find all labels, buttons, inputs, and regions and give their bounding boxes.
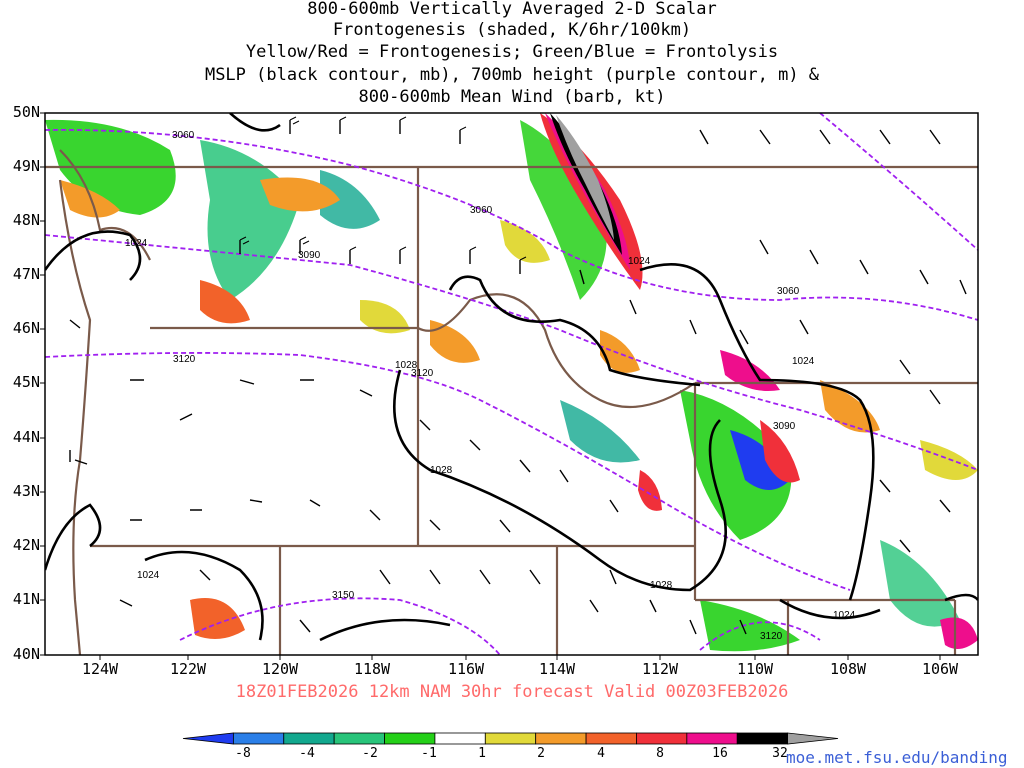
- height-label: 3060: [470, 205, 493, 216]
- colorbar-swatch: [232, 732, 285, 745]
- plot-frame: [44, 112, 979, 656]
- colorbar-label: -1: [421, 746, 437, 761]
- lat-label: 41N: [12, 590, 40, 608]
- lon-label: 112W: [641, 660, 679, 678]
- height-label: 3150: [332, 590, 355, 601]
- lon-label: 114W: [538, 660, 576, 678]
- lon-label: 124W: [81, 660, 119, 678]
- height-label: 3120: [760, 631, 783, 642]
- mslp-label: 1024: [792, 356, 815, 367]
- lat-label: 49N: [12, 157, 40, 175]
- lat-label: 42N: [12, 536, 40, 554]
- height-label: 3060: [172, 130, 195, 141]
- mslp-label: 1024: [628, 256, 651, 267]
- colorbar-label: 16: [712, 746, 728, 761]
- colorbar-label: 2: [537, 746, 545, 761]
- colorbar-swatch: [535, 732, 587, 745]
- mslp-contours: [45, 113, 978, 642]
- colorbar-swatch: [182, 732, 234, 745]
- shading-layer: [45, 113, 978, 652]
- height-label: 3090: [773, 421, 796, 432]
- colorbar-swatch: [283, 732, 335, 745]
- credit-link[interactable]: moe.met.fsu.edu/banding: [786, 748, 1008, 767]
- height-label: 3090: [298, 250, 321, 261]
- lon-label: 108W: [829, 660, 867, 678]
- lon-label: 110W: [736, 660, 774, 678]
- lon-label: 122W: [169, 660, 207, 678]
- title-line-5: 800-600mb Mean Wind (barb, kt): [358, 87, 666, 107]
- colorbar-swatch: [636, 732, 688, 745]
- mslp-label: 1028: [395, 360, 418, 371]
- title-line-3: Yellow/Red = Frontogenesis; Green/Blue =…: [245, 42, 779, 62]
- height-label: 3120: [173, 354, 196, 365]
- lon-label: 120W: [261, 660, 299, 678]
- colorbar-label: -2: [362, 746, 378, 761]
- colorbar-swatch: [585, 732, 637, 745]
- colorbar-swatch: [787, 732, 839, 745]
- colorbar-swatch: [484, 732, 537, 745]
- lon-label: 116W: [447, 660, 485, 678]
- colorbar-swatch: [736, 732, 789, 745]
- lat-label: 46N: [12, 319, 40, 337]
- lat-label: 40N: [12, 645, 40, 663]
- contour-labels: 1024 1028 1024 1028 1024 1028 1024 1024 …: [125, 130, 856, 642]
- title-line-4: MSLP (black contour, mb), 700mb height (…: [204, 65, 820, 85]
- mslp-label: 1024: [125, 238, 148, 249]
- height-label: 3060: [777, 286, 800, 297]
- colorbar-label: 1: [478, 746, 486, 761]
- title-line-1: 800-600mb Vertically Averaged 2-D Scalar: [307, 0, 717, 19]
- valid-time-text: 18Z01FEB2026 12km NAM 30hr forecast Vali…: [235, 682, 789, 702]
- lon-label: 118W: [353, 660, 391, 678]
- colorbar-label: 32: [772, 746, 788, 761]
- mslp-label: 1028: [650, 580, 673, 591]
- lat-label: 47N: [12, 265, 40, 283]
- lat-label: 43N: [12, 482, 40, 500]
- colorbar-swatch: [686, 732, 738, 745]
- state-boundaries: [45, 149, 978, 655]
- axis-ticks: [40, 112, 941, 660]
- colorbar-label: -8: [235, 746, 251, 761]
- colorbar-label: -4: [299, 746, 315, 761]
- colorbar-label: 8: [656, 746, 664, 761]
- colorbar-swatch: [434, 732, 486, 745]
- colorbar-swatch: [333, 732, 385, 745]
- colorbar-swatch: [384, 732, 436, 745]
- title-line-2: Frontogenesis (shaded, K/6hr/100km): [332, 20, 692, 40]
- mslp-label: 1028: [430, 465, 453, 476]
- mslp-label: 1024: [137, 570, 160, 581]
- mslp-label: 1024: [833, 610, 856, 621]
- lat-label: 48N: [12, 211, 40, 229]
- colorbar-label: 4: [597, 746, 605, 761]
- colorbar: [182, 732, 839, 745]
- height-contours: [45, 113, 978, 655]
- wind-barb-feathers: [239, 116, 527, 261]
- lon-label: 106W: [921, 660, 959, 678]
- lat-label: 44N: [12, 428, 40, 446]
- wind-barbs: [69, 120, 967, 635]
- lat-label: 45N: [12, 373, 40, 391]
- height-label: 3120: [411, 368, 434, 379]
- lat-label: 50N: [12, 103, 40, 121]
